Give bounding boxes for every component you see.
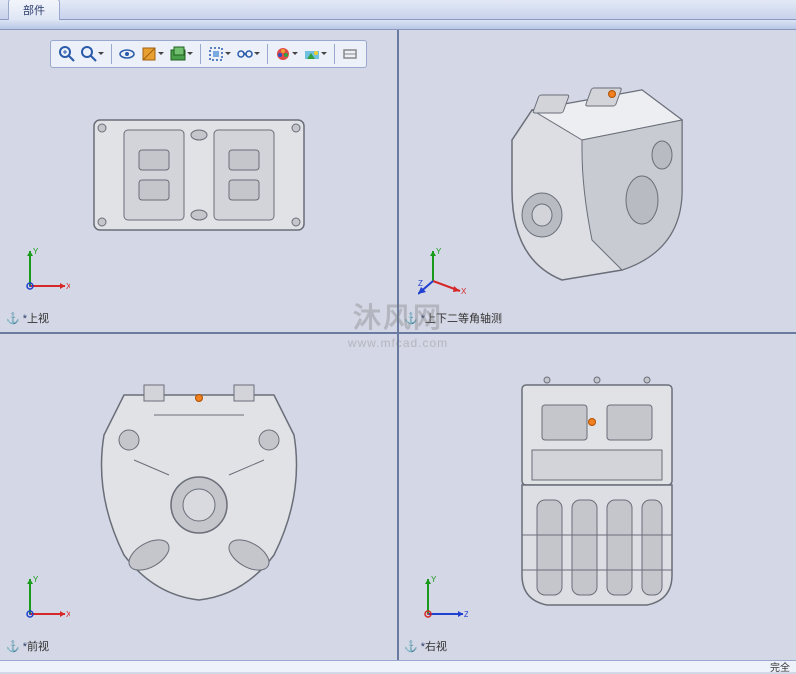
- svg-text:X: X: [461, 287, 467, 296]
- section-icon[interactable]: [139, 44, 159, 64]
- toolbar-sep: [111, 44, 112, 64]
- connector-icon[interactable]: [235, 44, 255, 64]
- orbit-icon[interactable]: [117, 44, 137, 64]
- ribbon-tabs: 部件: [0, 0, 796, 20]
- view-name: 上视: [27, 313, 49, 325]
- toolbar-sep: [200, 44, 201, 64]
- toolbar-sep: [334, 44, 335, 64]
- model-iso-view: [472, 60, 722, 290]
- triad-icon: X Y: [20, 574, 70, 624]
- view-name: 右视: [425, 641, 447, 653]
- viewport-isometric[interactable]: Y X Z ⚓ *上下二等角轴测: [398, 30, 796, 332]
- viewport-front[interactable]: X Y ⚓ *前视: [0, 332, 398, 660]
- view-name: 上下二等角轴测: [425, 313, 502, 325]
- appearance-icon[interactable]: [273, 44, 293, 64]
- view-toolbar: [50, 40, 367, 68]
- svg-text:Z: Z: [418, 279, 423, 288]
- tab-parts[interactable]: 部件: [8, 0, 60, 20]
- triad-icon: Y X Z: [418, 246, 468, 296]
- zoom-area-icon[interactable]: [79, 44, 99, 64]
- zoom-fit-icon[interactable]: [57, 44, 77, 64]
- svg-text:Z: Z: [464, 610, 468, 619]
- triad-icon: Z Y: [418, 574, 468, 624]
- display-style-icon[interactable]: [168, 44, 188, 64]
- view-name: 前视: [27, 641, 49, 653]
- svg-text:X: X: [66, 282, 70, 291]
- origin-marker: [608, 90, 616, 98]
- viewport-area: X Y ⚓ *上视 Y X Z ⚓ *上下二等角轴测: [0, 30, 796, 660]
- reference-icon[interactable]: [340, 44, 360, 64]
- status-bar: 完全: [0, 660, 796, 672]
- svg-text:Y: Y: [431, 575, 437, 584]
- origin-marker: [588, 418, 596, 426]
- triad-icon: X Y: [20, 246, 70, 296]
- svg-text:X: X: [66, 610, 70, 619]
- model-top-view: [84, 100, 314, 250]
- viewport-right[interactable]: Z Y ⚓ *右视: [398, 332, 796, 660]
- view-label-right: ⚓ *右视: [404, 638, 447, 654]
- viewport-top[interactable]: X Y ⚓ *上视: [0, 30, 398, 332]
- ribbon-bar: [0, 20, 796, 30]
- svg-text:Y: Y: [33, 247, 39, 256]
- model-right-view: [497, 360, 697, 620]
- scene-icon[interactable]: [302, 44, 322, 64]
- svg-text:Y: Y: [436, 247, 442, 256]
- model-front-view: [74, 365, 324, 615]
- toolbar-sep: [267, 44, 268, 64]
- view-label-iso: ⚓ *上下二等角轴测: [404, 310, 502, 326]
- view-label-front: ⚓ *前视: [6, 638, 49, 654]
- svg-text:Y: Y: [33, 575, 39, 584]
- origin-marker: [195, 394, 203, 402]
- view-label-top: ⚓ *上视: [6, 310, 49, 326]
- hide-show-icon[interactable]: [206, 44, 226, 64]
